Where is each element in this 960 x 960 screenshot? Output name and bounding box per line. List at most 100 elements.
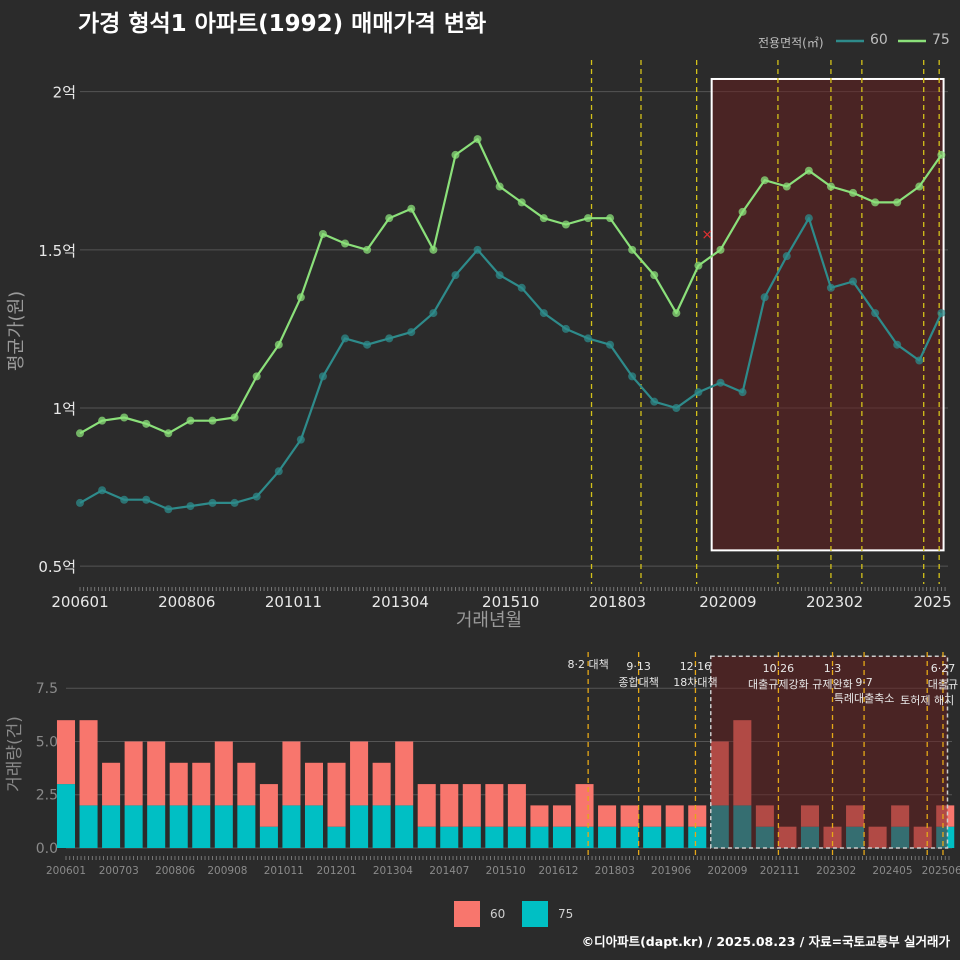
data-point-60 [782, 252, 791, 261]
x-tick-label: 201803 [589, 593, 646, 611]
bar-75 [575, 826, 594, 848]
bar-y-tick-label: 5.0 [36, 734, 58, 750]
marker-x: × [701, 227, 713, 243]
bar-x-tick-label: 201510 [486, 865, 526, 877]
event-annotation: 6·27 [931, 662, 956, 675]
bar-x-tick-label: 201906 [651, 865, 691, 877]
bar-x-tick-label: 201612 [538, 865, 578, 877]
data-point-75 [915, 182, 924, 191]
data-point-60 [252, 492, 261, 501]
bar-75 [688, 826, 707, 848]
data-point-60 [296, 435, 305, 444]
bar-75 [507, 826, 526, 848]
x-tick-label: 200806 [158, 593, 215, 611]
event-annotation: 12·16 [680, 660, 712, 673]
x-tick-label: 201510 [482, 593, 539, 611]
data-point-75 [451, 150, 460, 159]
data-point-60 [208, 498, 217, 507]
data-point-60 [849, 277, 858, 286]
data-point-60 [937, 309, 946, 318]
bar-60 [552, 805, 571, 827]
bar-75 [147, 805, 166, 848]
bar-60 [417, 784, 436, 827]
data-point-75 [363, 245, 372, 254]
x-tick-label: 202302 [806, 593, 863, 611]
event-annotation: 특례대출축소 [834, 692, 895, 705]
event-annotation: 토허제 해지 [900, 693, 954, 707]
bar-60 [688, 805, 707, 827]
bar-x-tick-label: 202405 [872, 865, 912, 877]
data-point-75 [164, 429, 173, 438]
data-point-75 [517, 198, 526, 207]
legend-label-60: 60 [870, 32, 888, 48]
bar-60 [282, 741, 301, 806]
data-point-75 [583, 214, 592, 223]
bar-60 [259, 784, 278, 827]
highlight-box [710, 77, 945, 552]
y-tick-label: 1억 [53, 400, 76, 418]
data-point-60 [517, 283, 526, 292]
data-point-60 [561, 324, 570, 333]
event-annotation: 9·13 [626, 660, 651, 673]
bar-y-tick-label: 2.5 [36, 788, 58, 804]
bar-60 [350, 741, 369, 806]
data-point-60 [385, 334, 394, 343]
bar-75 [259, 826, 278, 848]
y-axis-title: 평균가(원) [6, 291, 27, 371]
data-point-75 [252, 372, 261, 381]
data-point-75 [142, 419, 151, 428]
x-tick-label: 2025 [913, 593, 951, 611]
data-point-75 [385, 214, 394, 223]
data-point-60 [628, 372, 637, 381]
bar-60 [440, 784, 459, 827]
data-point-60 [606, 340, 615, 349]
data-point-75 [606, 214, 615, 223]
event-annotation: 9·7 [855, 676, 873, 689]
data-point-75 [561, 220, 570, 229]
bar-60 [575, 784, 594, 827]
data-point-60 [804, 214, 813, 223]
data-point-75 [429, 245, 438, 254]
event-annotation: 규제완화 [812, 678, 852, 691]
bar-60 [530, 805, 549, 827]
data-point-75 [341, 239, 350, 248]
data-point-75 [804, 166, 813, 175]
bar-75 [462, 826, 481, 848]
data-point-60 [650, 397, 659, 406]
bar-x-tick-label: 200806 [155, 865, 195, 877]
data-point-60 [694, 388, 703, 397]
data-point-60 [164, 505, 173, 514]
data-point-60 [363, 340, 372, 349]
data-point-60 [186, 502, 195, 511]
event-annotation: 1·3 [824, 662, 842, 675]
event-annotation: 대출규 [928, 678, 958, 691]
data-point-75 [495, 182, 504, 191]
data-point-60 [318, 372, 327, 381]
bar-75 [192, 805, 211, 848]
y-tick-label: 1.5억 [38, 242, 76, 260]
data-point-60 [274, 467, 283, 476]
bar-60 [102, 762, 121, 806]
data-point-60 [429, 309, 438, 318]
event-annotation: 8·2 대책 [568, 658, 609, 671]
series-line-75 [79, 138, 943, 435]
bar-75 [395, 805, 414, 848]
bar-60 [237, 762, 256, 806]
bar-x-tick-label: 200601 [46, 865, 86, 877]
bar-y-tick-label: 7.5 [36, 681, 58, 697]
bar-60 [327, 762, 346, 827]
bar-75 [530, 826, 549, 848]
data-point-75 [782, 182, 791, 191]
event-annotation: 18차대책 [673, 676, 717, 689]
data-point-75 [98, 416, 107, 425]
data-point-75 [826, 182, 835, 191]
bar-75 [643, 826, 662, 848]
bar-75 [304, 805, 324, 848]
bar-60 [192, 762, 211, 806]
data-point-75 [694, 261, 703, 270]
bar-legend-label-75: 75 [558, 907, 574, 921]
data-point-75 [937, 150, 946, 159]
data-point-60 [495, 271, 504, 280]
bar-60 [462, 784, 481, 827]
